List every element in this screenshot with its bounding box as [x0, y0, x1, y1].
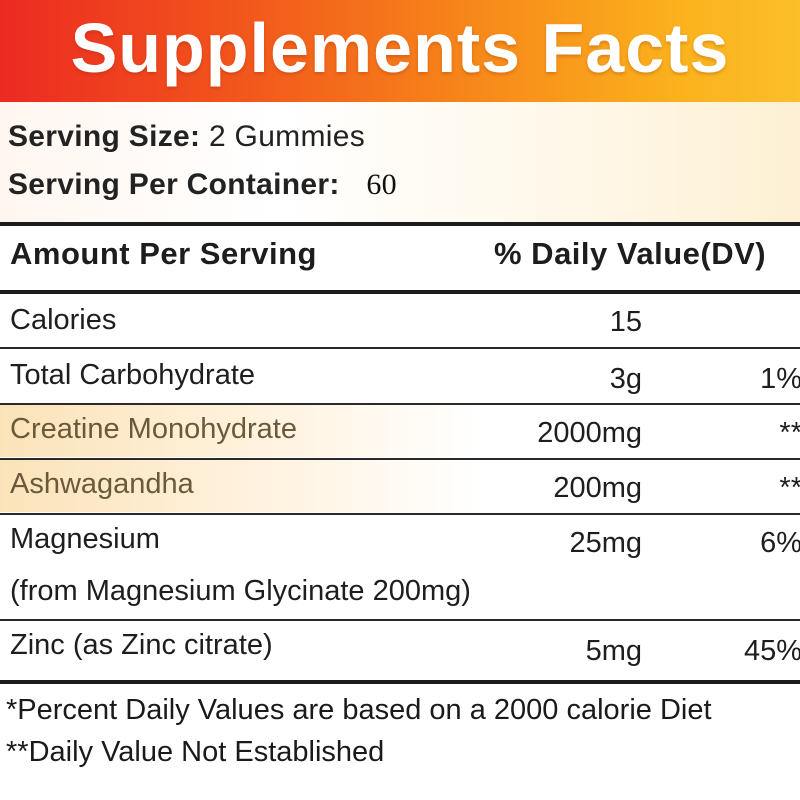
divider-header — [0, 290, 800, 294]
row-name: Creatine Monohydrate — [10, 413, 297, 445]
row-name: Ashwagandha — [10, 468, 194, 500]
header-daily-value: % Daily Value(DV) — [494, 236, 767, 271]
row-divider — [0, 458, 800, 460]
servings-per-container-value: 60 — [366, 168, 397, 201]
row-amount: 25mg — [569, 527, 642, 559]
row-divider — [0, 513, 800, 515]
row-name: Total Carbohydrate — [10, 359, 256, 391]
serving-size: Serving Size: 2 Gummies — [8, 120, 365, 154]
servings-per-container-label: Serving Per Container: — [8, 168, 340, 201]
row-divider — [0, 403, 800, 405]
row-dv: 6% — [760, 527, 800, 559]
row-dv: 45% — [743, 635, 800, 667]
serving-info-area — [0, 102, 800, 224]
row-dv: ** — [779, 472, 800, 504]
footnote-daily-values: *Percent Daily Values are based on a 200… — [6, 694, 712, 726]
row-amount: 2000mg — [537, 417, 642, 449]
table-row-calories: Calories 15 — [0, 296, 800, 346]
row-amount: 15 — [609, 306, 642, 338]
row-name: Calories — [10, 304, 117, 336]
divider-top — [0, 222, 800, 226]
serving-size-label: Serving Size: — [8, 120, 201, 153]
row-divider — [0, 619, 800, 621]
table-row-ashwagandha: Ashwagandha 200mg ** — [0, 460, 800, 512]
row-amount: 200mg — [553, 472, 642, 504]
row-divider — [0, 347, 800, 349]
row-dv: ** — [779, 417, 800, 449]
row-subname: (from Magnesium Glycinate 200mg) — [10, 575, 471, 607]
table-row-creatine-monohydrate: Creatine Monohydrate 2000mg ** — [0, 405, 800, 457]
row-name: Magnesium — [10, 523, 160, 555]
table-row-zinc: Zinc (as Zinc citrate) 5mg 45% — [0, 621, 800, 679]
row-amount: 5mg — [585, 635, 642, 667]
row-name: Zinc (as Zinc citrate) — [10, 629, 273, 661]
divider-bottom — [0, 680, 800, 684]
row-amount: 3g — [609, 363, 642, 395]
table-row-magnesium: Magnesium (from Magnesium Glycinate 200m… — [0, 515, 800, 618]
servings-per-container: Serving Per Container: 60 — [8, 168, 397, 202]
row-dv: 1% — [760, 363, 800, 395]
header-amount-per-serving: Amount Per Serving — [10, 236, 317, 271]
title-banner — [0, 0, 800, 102]
serving-size-value: 2 Gummies — [208, 120, 366, 153]
table-row-total-carbohydrate: Total Carbohydrate 3g 1% — [0, 349, 800, 402]
footnote-not-established: **Daily Value Not Established — [6, 736, 385, 768]
page-title: Supplements Facts — [70, 9, 730, 87]
